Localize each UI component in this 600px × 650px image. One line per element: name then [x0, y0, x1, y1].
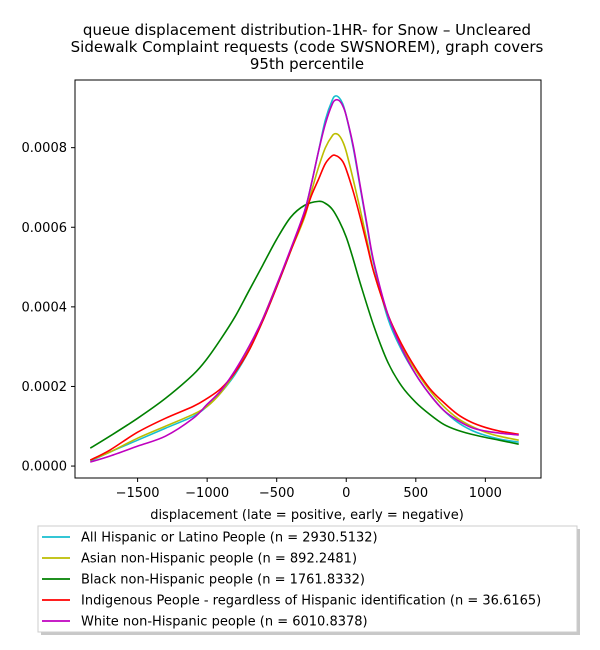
y-tick-label: 0.0002: [22, 380, 68, 395]
chart-title-line-3: 95th percentile: [250, 55, 364, 73]
y-tick-label: 0.0004: [22, 300, 68, 315]
chart-title-line-1: queue displacement distribution-1HR- for…: [83, 21, 531, 39]
x-tick-label: −1500: [116, 486, 160, 501]
x-axis: −1500 −1000 −500 0 500 1000: [116, 478, 502, 501]
x-tick-label: −1000: [185, 486, 229, 501]
legend-label-2: Asian non-Hispanic people (n = 892.2481): [81, 552, 357, 567]
chart-title-line-2: Sidewalk Complaint requests (code SWSNOR…: [71, 38, 544, 56]
y-axis: 0.0000 0.0002 0.0004 0.0006 0.0008: [22, 141, 75, 475]
legend-box: [37, 525, 578, 633]
legend-label-3: Black non-Hispanic people (n = 1761.8332…: [81, 573, 365, 588]
legend-label-4: Indigenous People - regardless of Hispan…: [81, 594, 541, 609]
x-tick-label: 500: [403, 486, 428, 501]
series-line-2: [89, 132, 519, 461]
series-line-4: [89, 154, 519, 461]
plot-frame: [74, 79, 542, 479]
x-tick-label: 1000: [469, 486, 502, 501]
x-axis-label: displacement (late = positive, early = n…: [150, 508, 464, 523]
chart-title: queue displacement distribution-1HR- for…: [71, 21, 544, 73]
plot-area: [74, 79, 542, 479]
series-line-5: [90, 98, 519, 463]
legend-label-1: All Hispanic or Latino People (n = 2930.…: [81, 531, 378, 546]
y-tick-label: 0.0006: [22, 221, 68, 236]
y-tick-label: 0.0000: [22, 460, 68, 475]
series-line-3: [89, 200, 519, 449]
legend: All Hispanic or Latino People (n = 2930.…: [37, 525, 580, 635]
y-tick-label: 0.0008: [22, 141, 68, 156]
x-tick-label: 0: [342, 486, 350, 501]
legend-label-5: White non-Hispanic people (n = 6010.8378…: [81, 615, 368, 630]
x-tick-label: −500: [259, 486, 295, 501]
